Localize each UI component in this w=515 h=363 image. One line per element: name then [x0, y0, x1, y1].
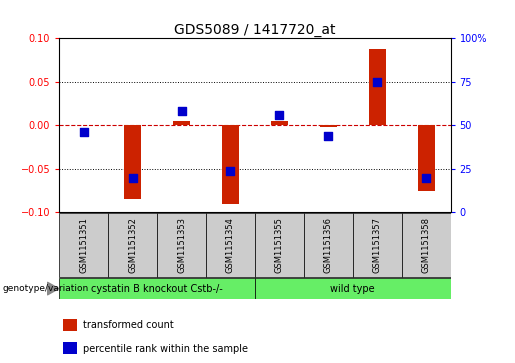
Bar [255, 213, 304, 277]
Point [373, 79, 381, 85]
Bar [255, 278, 451, 299]
Point [422, 175, 430, 180]
Bar [222, 125, 239, 204]
Point [79, 129, 88, 135]
Text: GSM1151355: GSM1151355 [275, 217, 284, 273]
Bar [157, 213, 206, 277]
Point [324, 133, 333, 139]
Text: GSM1151356: GSM1151356 [324, 217, 333, 273]
Bar [63, 319, 77, 331]
Bar [369, 49, 386, 125]
Bar [402, 213, 451, 277]
Polygon shape [47, 282, 59, 295]
Text: GSM1151352: GSM1151352 [128, 217, 137, 273]
Bar [108, 213, 157, 277]
Text: GSM1151353: GSM1151353 [177, 217, 186, 273]
Text: cystatin B knockout Cstb-/-: cystatin B knockout Cstb-/- [91, 284, 223, 294]
Text: GSM1151354: GSM1151354 [226, 217, 235, 273]
Text: GSM1151357: GSM1151357 [373, 217, 382, 273]
Text: GSM1151351: GSM1151351 [79, 217, 88, 273]
Point [275, 112, 283, 118]
Text: percentile rank within the sample: percentile rank within the sample [83, 344, 248, 354]
Bar [271, 121, 288, 125]
Bar [124, 125, 141, 199]
Bar [59, 213, 108, 277]
Bar [320, 125, 337, 127]
Point [128, 175, 136, 180]
Text: wild type: wild type [331, 284, 375, 294]
Text: transformed count: transformed count [83, 320, 174, 330]
Bar [353, 213, 402, 277]
Title: GDS5089 / 1417720_at: GDS5089 / 1417720_at [174, 23, 336, 37]
Bar [59, 278, 255, 299]
Point [177, 109, 185, 114]
Bar [63, 342, 77, 354]
Text: genotype/variation: genotype/variation [3, 284, 89, 293]
Bar [418, 125, 435, 191]
Text: GSM1151358: GSM1151358 [422, 217, 431, 273]
Bar [304, 213, 353, 277]
Bar [173, 121, 190, 125]
Bar [206, 213, 255, 277]
Point [226, 168, 234, 174]
